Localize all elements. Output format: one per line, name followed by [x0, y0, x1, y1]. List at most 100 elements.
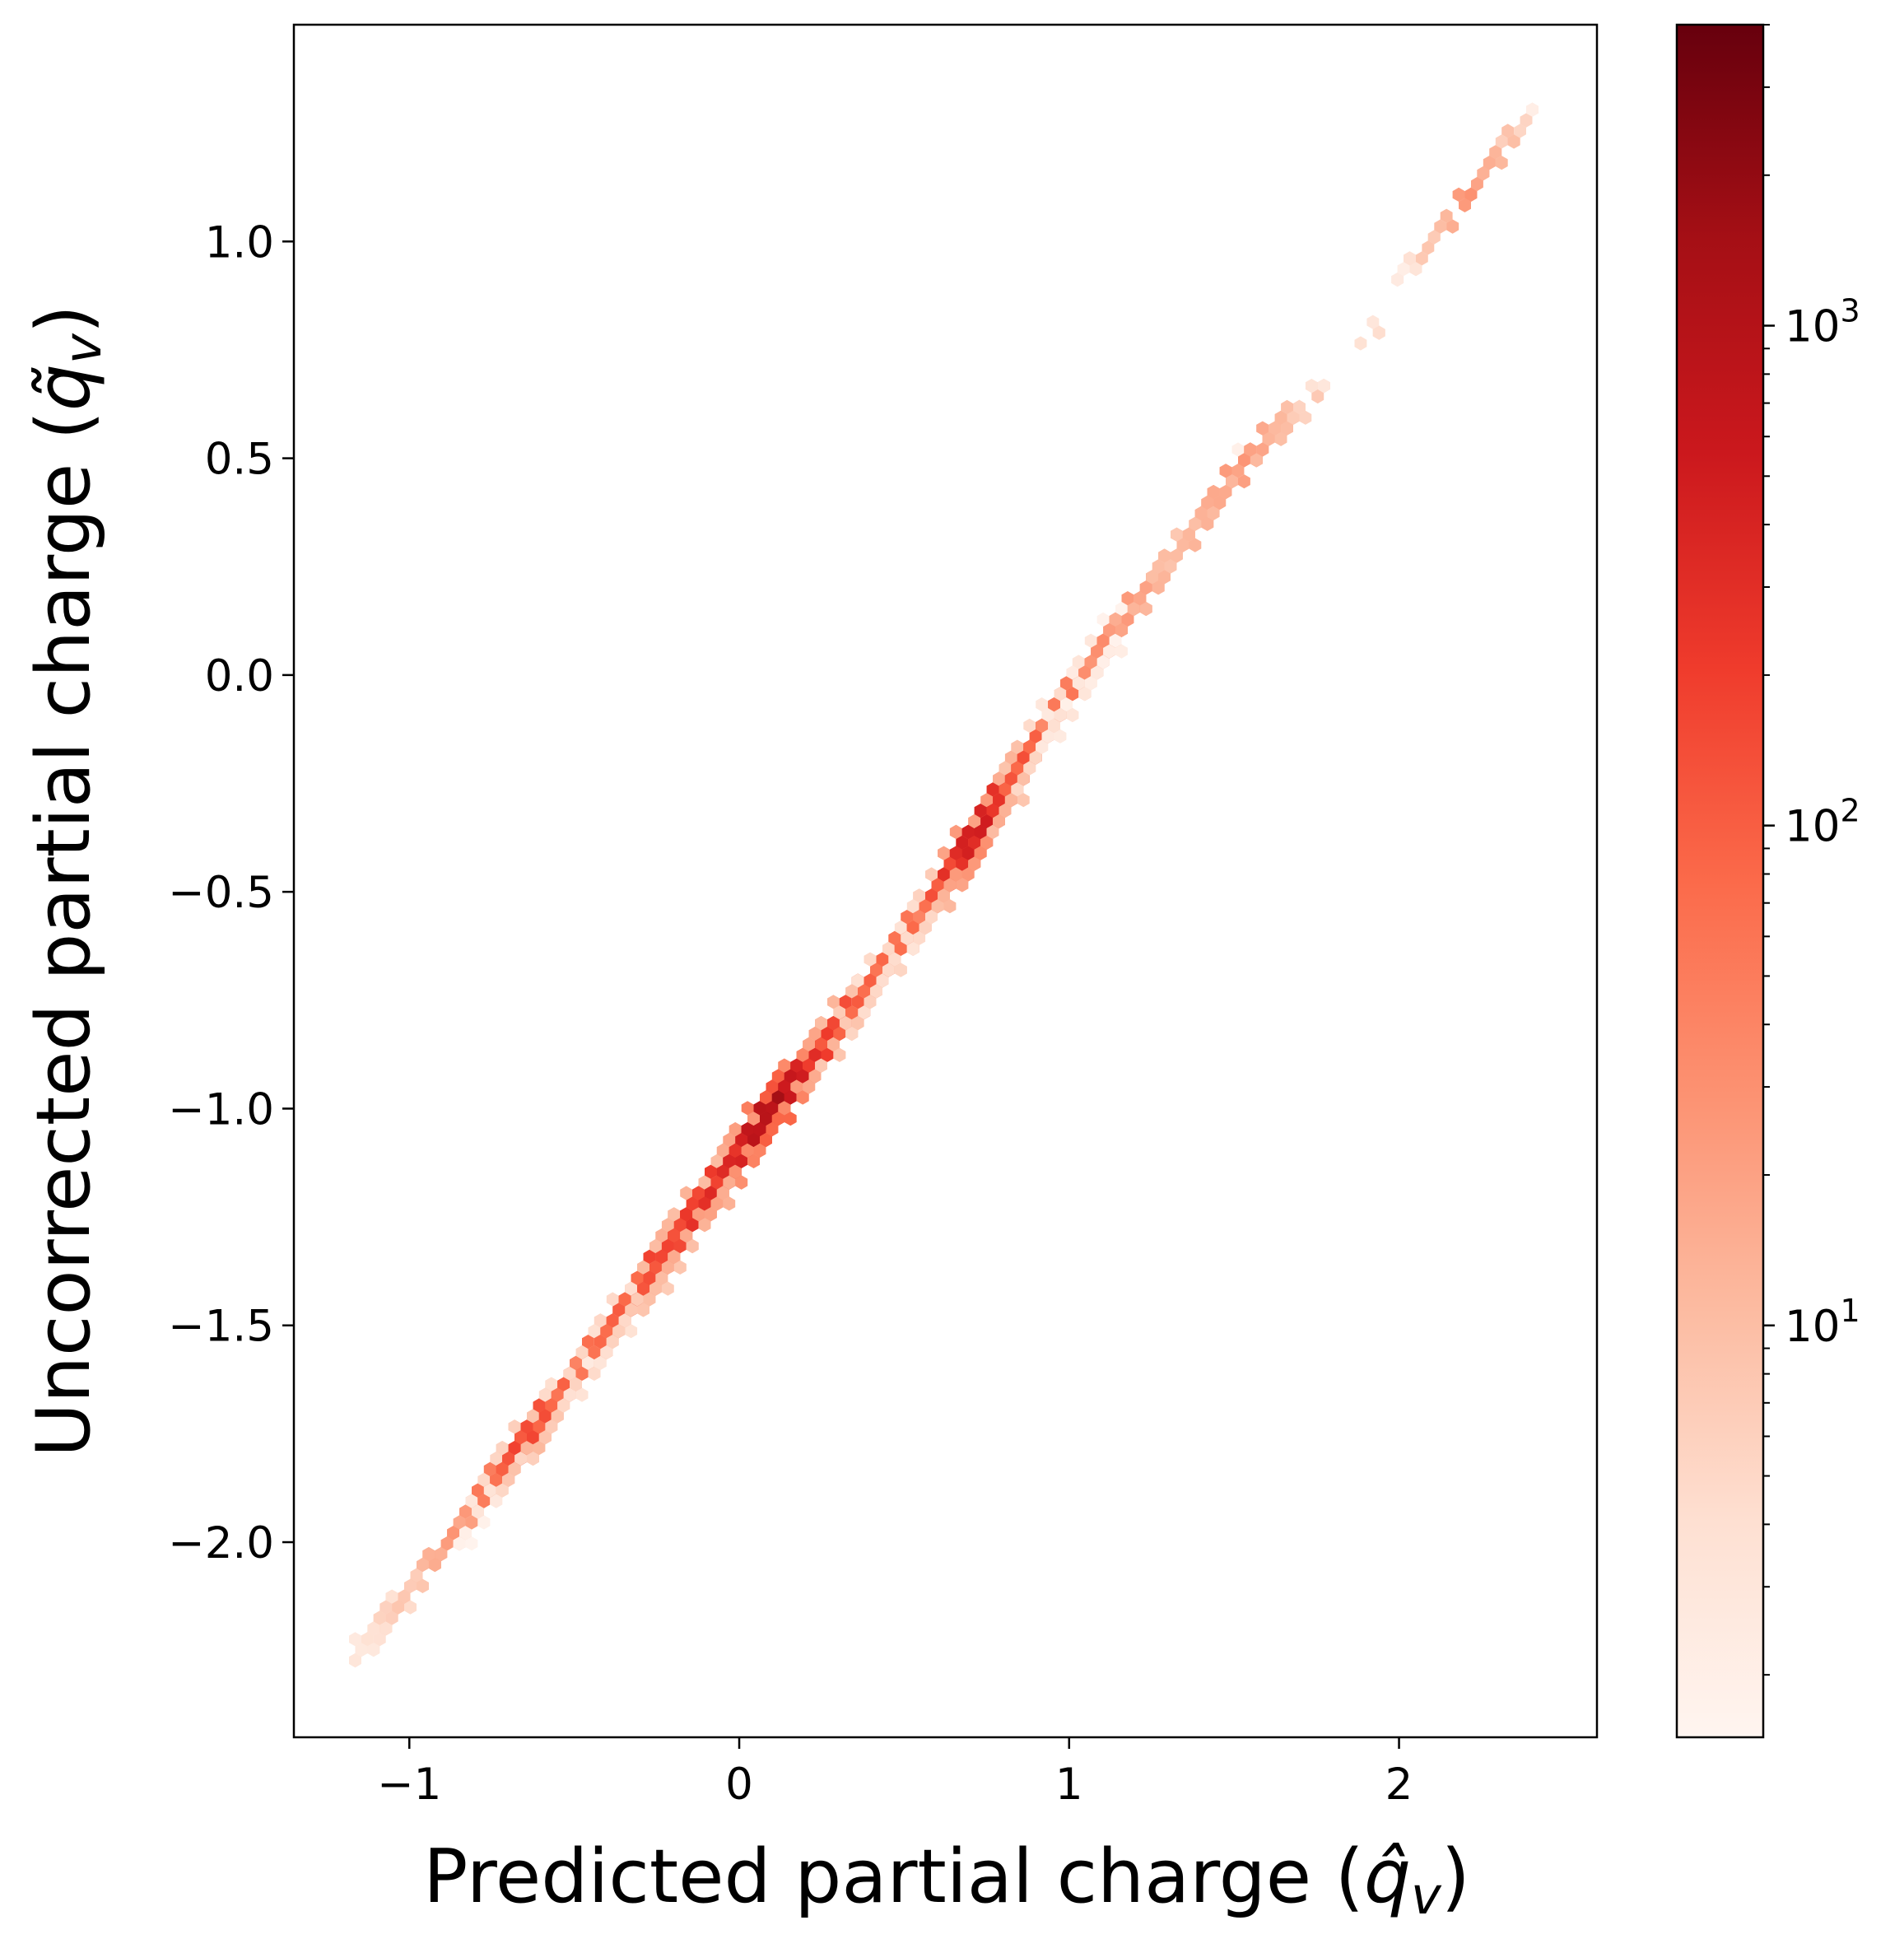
- hexbin-cell: [894, 963, 907, 977]
- hexbin-cell: [508, 1419, 521, 1434]
- hexbin-cell: [833, 1005, 846, 1020]
- hexbin-cell: [808, 1047, 822, 1062]
- hexbin-cell: [833, 1026, 846, 1042]
- hexbin-cell: [447, 1526, 460, 1540]
- hexbin-cell: [925, 867, 938, 882]
- hexbin-cell: [649, 1281, 662, 1296]
- hexbin-cell: [637, 1281, 649, 1296]
- hexbin-cell: [980, 835, 994, 850]
- hexbin-cell: [1139, 601, 1152, 617]
- hexbin-cell: [760, 1090, 772, 1105]
- hexbin-cell: [538, 1387, 552, 1402]
- hexbin-cell: [986, 824, 999, 839]
- hexbin-cell: [1189, 516, 1202, 531]
- hexbin-cell: [668, 1207, 681, 1222]
- hexbin-cell: [673, 1238, 687, 1254]
- hexbin-cell: [1422, 240, 1435, 255]
- hexbin-cell: [961, 867, 975, 882]
- hexbin-cell: [851, 995, 864, 1009]
- hexbin-cell: [882, 963, 895, 977]
- hexbin-cell: [1023, 739, 1036, 754]
- hexbin-cell: [502, 1472, 515, 1487]
- hexbin-cell: [766, 1101, 779, 1116]
- hexbin-cell: [465, 1494, 478, 1508]
- hexbin-cell: [1477, 166, 1490, 181]
- hexbin-cell: [943, 856, 957, 871]
- hexbin-cell: [625, 1281, 638, 1296]
- hexbin-cell: [490, 1472, 503, 1487]
- hexbin-cell: [870, 963, 882, 977]
- hexbin-cell: [1072, 676, 1085, 691]
- hexbin-cell: [655, 1270, 668, 1285]
- hexbin-cell: [1017, 750, 1030, 765]
- hexbin-cell: [771, 1112, 784, 1126]
- hexbin-cell: [698, 1218, 711, 1233]
- hexbin-cell: [1096, 655, 1110, 669]
- hexbin-cell: [606, 1335, 619, 1349]
- hexbin-cell: [1495, 134, 1508, 149]
- y-tick-label: −2.0: [168, 1518, 274, 1568]
- hexbin-cell: [961, 824, 975, 839]
- hexbin-cell: [790, 1058, 803, 1073]
- hexbin-cell: [771, 1090, 784, 1105]
- x-tick-label: 1: [1055, 1760, 1083, 1810]
- hexbin-cell: [1305, 379, 1318, 394]
- y-tick-label: −0.5: [168, 868, 274, 918]
- hexbin-cell: [876, 952, 889, 967]
- colorbar-tick-label: 101: [1785, 1293, 1860, 1352]
- hexbin-cell: [1017, 793, 1030, 808]
- hexbin-cell: [392, 1600, 405, 1615]
- hexbin-cell: [938, 867, 950, 882]
- hexbin-cell: [1066, 687, 1079, 701]
- hexbin-cell: [1115, 644, 1128, 659]
- hexbin-cell: [349, 1653, 361, 1668]
- hexbin-cell: [1078, 665, 1092, 680]
- hexbin-cell: [1483, 156, 1496, 170]
- hexbin-cell: [1256, 442, 1269, 457]
- hexbin-cell: [968, 856, 981, 871]
- hexbin-cell: [533, 1419, 546, 1434]
- colorbar: 101 102 103: [1675, 23, 1860, 1739]
- hexbin-cell: [1434, 219, 1447, 234]
- hexbin-cell: [784, 1112, 797, 1126]
- hexbin-cell: [1054, 687, 1067, 701]
- hexbin-cell: [404, 1600, 417, 1615]
- hexbin-cell: [1189, 538, 1202, 552]
- hexbin-cell: [815, 1037, 827, 1051]
- hexbin-cell: [385, 1610, 398, 1625]
- hexbin-cell: [864, 995, 877, 1009]
- plot-frame: [292, 23, 1599, 1739]
- hexbin-cell: [618, 1292, 631, 1307]
- hexbin-cell: [465, 1515, 478, 1530]
- hexbin-cell: [692, 1186, 705, 1200]
- hexbin-cell: [520, 1419, 533, 1434]
- hexbin-cell: [655, 1228, 668, 1243]
- hexbin-cell: [753, 1122, 766, 1137]
- hexbin-cell: [956, 856, 969, 871]
- hexbin-cell: [888, 952, 901, 967]
- hexbin-cell: [570, 1377, 582, 1391]
- hexbin-cell: [1231, 442, 1245, 457]
- hexbin-cell: [821, 1026, 834, 1042]
- hexbin-cell: [453, 1515, 466, 1530]
- hexbin-cell: [1171, 527, 1183, 542]
- hexbin-cell: [1366, 315, 1380, 329]
- hexbin-cell: [655, 1249, 668, 1264]
- hexbin-cell: [533, 1398, 546, 1413]
- hexbin-cell: [545, 1377, 558, 1391]
- hexbin-cell: [949, 846, 962, 860]
- hexbin-cell: [1036, 697, 1049, 712]
- hexbin-cell: [1146, 570, 1159, 585]
- hexbin-cell: [1226, 474, 1238, 489]
- hexbin-cell: [723, 1132, 736, 1148]
- hexbin-cell: [373, 1632, 386, 1647]
- hexbin-cell: [686, 1218, 699, 1233]
- hexbin-cell: [931, 878, 944, 893]
- hexbin-cell: [803, 1079, 816, 1094]
- hexbin-cell: [876, 973, 889, 988]
- hexbin-cell: [864, 952, 877, 967]
- colorbar-ticks: 101 102 103: [1763, 24, 1860, 1676]
- hexbin-cell: [490, 1451, 503, 1466]
- hexbin-cell: [686, 1238, 699, 1254]
- hexbin-cell: [845, 1005, 859, 1020]
